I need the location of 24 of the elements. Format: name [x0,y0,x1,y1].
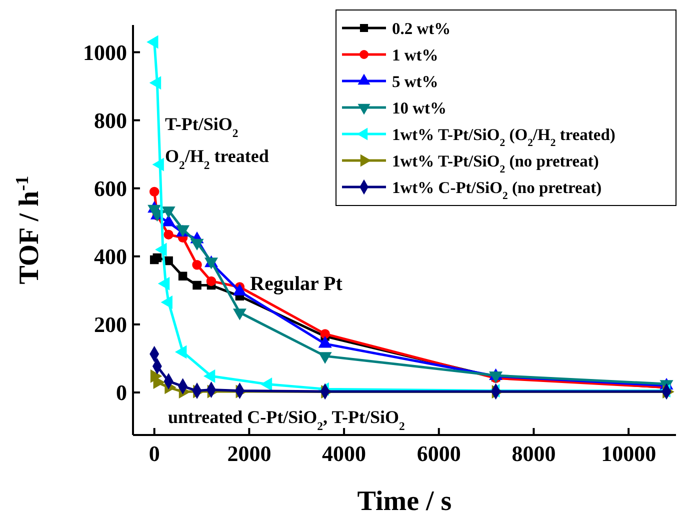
legend-label: 1wt% C-Pt/SiO$_{2}$ (no pretreat) [392,178,602,202]
x-tick-label: 0 [148,441,160,466]
x-tick-label: 2000 [227,441,272,466]
legend-label: 10 wt% [392,98,447,118]
legend-label: 1wt% T-Pt/SiO$_{2}$ (no pretreat) [392,151,599,176]
y-tick-label: 400 [94,244,127,270]
annotation: O$_{2}$/H$_{2}$ treated [165,146,269,172]
y-tick-label: 600 [94,176,127,202]
annotation: untreated C-Pt/SiO$_{2}$, T-Pt/SiO$_{2}$ [168,407,406,432]
legend-label: 0.2 wt% [392,18,451,38]
y-tick-label: 800 [94,108,127,133]
x-tick-label: 10000 [601,441,656,466]
x-axis-title: Time / s [357,486,452,517]
y-tick-label: 1000 [83,40,127,65]
legend-label: 5 wt% [392,72,438,91]
annotation: T-Pt/SiO$_{2}$ [165,114,238,140]
y-tick-label: 200 [94,312,127,338]
legend-label: 1 wt% [392,45,438,64]
annotation: Regular Pt [250,273,343,295]
y-tick-label: 0 [116,380,127,406]
legend-label: 1wt% T-Pt/SiO$_{2}$ (O$_{2}$/H$_{2}$ treated) [392,124,616,149]
x-tick-label: 8000 [512,441,556,466]
x-tick-label: 4000 [322,441,366,466]
x-tick-label: 6000 [416,441,461,466]
